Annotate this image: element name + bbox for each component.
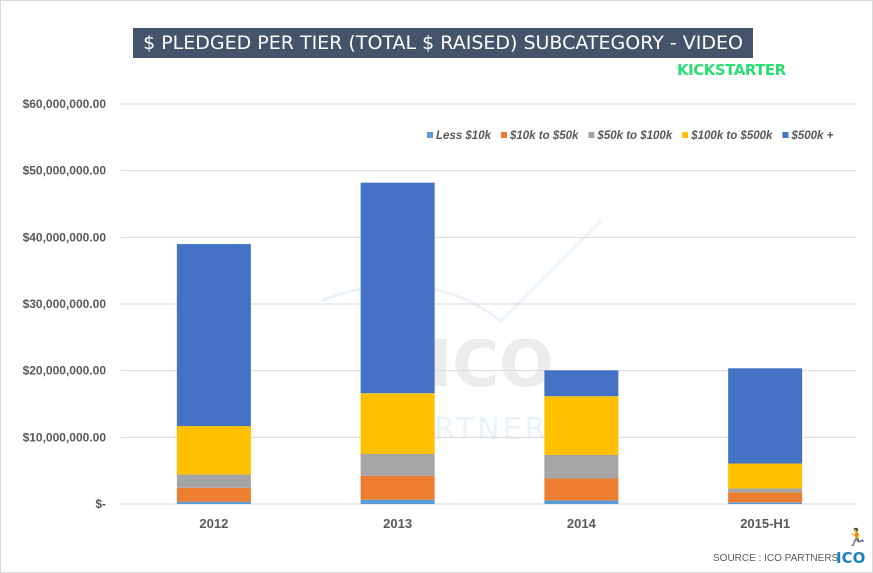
x-tick-label: 2012 [199, 516, 228, 531]
bar-segment [360, 182, 435, 394]
legend-swatch [682, 132, 689, 138]
watermark-ico: ICO [428, 328, 553, 402]
legend-swatch [782, 132, 789, 138]
x-tick-label: 2013 [383, 516, 412, 531]
y-tick-label: $10,000,000.00 [23, 430, 107, 444]
chart-title: $ PLEDGED PER TIER (TOTAL $ RAISED) SUBC… [133, 28, 753, 84]
bar-segment [728, 368, 803, 464]
source-label: SOURCE : ICO PARTNERS [713, 553, 839, 564]
runner-icon: 🏃 [846, 528, 868, 547]
kickstarter-logo: KICKSTARTER [677, 61, 786, 79]
y-tick-label: $40,000,000.00 [23, 230, 107, 244]
legend-label: $500k + [790, 130, 833, 142]
legend-swatch [427, 132, 433, 138]
legend-swatch [588, 132, 595, 138]
bar-segment [728, 488, 803, 493]
bar-segment [176, 501, 251, 504]
legend-label: Less $10k [436, 130, 492, 142]
bar-segment [544, 454, 619, 479]
bar-segment [544, 478, 619, 501]
bar-segment [176, 474, 251, 488]
bar-segment [360, 393, 435, 454]
bar-segment [728, 492, 803, 503]
bar-segment [544, 396, 619, 455]
x-tick-label: 2014 [567, 516, 597, 531]
bar-segment [176, 487, 251, 502]
bar-segment [728, 502, 803, 504]
x-tick-label: 2015-H1 [740, 516, 790, 531]
bar-segment [544, 500, 619, 504]
bar-segment [360, 453, 435, 476]
legend-swatch [501, 132, 507, 138]
bar-segment [176, 244, 251, 427]
bar-segment [360, 499, 435, 504]
y-tick-label: $50,000,000.00 [23, 164, 107, 178]
bar-segment [176, 426, 251, 475]
y-tick-label: $- [95, 497, 106, 511]
bar-segment [360, 475, 435, 500]
legend-label: $10k to $50k [509, 130, 579, 142]
bar-segment [728, 463, 803, 489]
legend-label: $50k to $100k [596, 130, 672, 142]
y-tick-label: $30,000,000.00 [23, 297, 107, 311]
legend-label: $100k to $500k [690, 130, 773, 142]
bar-segment [544, 370, 619, 397]
y-tick-label: $20,000,000.00 [23, 364, 107, 378]
ico-logo: ICO [836, 549, 866, 567]
y-tick-label: $60,000,000.00 [23, 97, 107, 111]
